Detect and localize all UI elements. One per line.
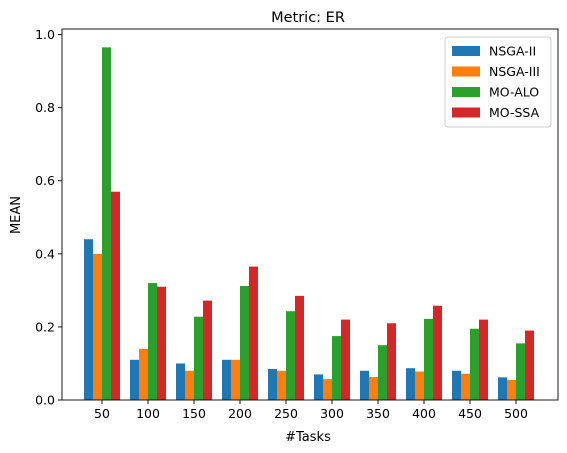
bar-mo-ssa-350: [387, 323, 396, 400]
bar-mo-ssa-100: [157, 286, 166, 400]
bar-nsga-ii-400: [406, 368, 415, 400]
x-tick-label: 500: [504, 406, 528, 421]
x-tick-label: 200: [228, 406, 252, 421]
bar-nsga-ii-200: [222, 359, 231, 400]
x-tick-label: 250: [274, 406, 298, 421]
bar-mo-ssa-250: [295, 295, 304, 400]
bar-mo-alo-250: [286, 311, 295, 400]
bar-mo-ssa-50: [111, 191, 120, 400]
y-tick-label: 0.6: [35, 173, 55, 188]
bar-nsga-ii-50: [84, 239, 93, 400]
bar-nsga-iii-200: [231, 359, 240, 400]
bar-mo-ssa-200: [249, 266, 258, 400]
legend-label-mo-ssa: MO-SSA: [489, 105, 540, 120]
bar-nsga-ii-350: [360, 370, 369, 400]
bar-mo-alo-200: [240, 285, 249, 400]
legend-swatch-mo-alo: [452, 87, 480, 97]
x-tick-label: 400: [412, 406, 436, 421]
x-tick-label: 450: [458, 406, 482, 421]
legend-label-nsga-iii: NSGA-III: [489, 64, 540, 79]
legend-label-nsga-ii: NSGA-II: [489, 44, 536, 59]
bar-nsga-iii-350: [369, 376, 378, 400]
y-axis: 0.0 0.2 0.4 0.6 0.8 1.0: [35, 27, 62, 408]
bar-nsga-iii-450: [461, 373, 470, 400]
bar-nsga-ii-250: [268, 368, 277, 400]
bar-nsga-iii-500: [507, 379, 516, 400]
bar-mo-alo-400: [424, 318, 433, 400]
legend-box: [444, 36, 552, 128]
bar-nsga-iii-150: [185, 370, 194, 400]
bar-mo-ssa-450: [479, 319, 488, 400]
legend-swatch-nsga-ii: [452, 46, 480, 56]
y-tick-label: 0.8: [35, 100, 55, 115]
x-axis-title: #Tasks: [285, 430, 331, 445]
y-tick-label: 0.2: [35, 319, 55, 334]
plot-area: 0.0 0.2 0.4 0.6 0.8 1.0 50 100 150 200 250 300 350 4…: [35, 27, 559, 421]
bar-mo-alo-150: [194, 316, 203, 400]
bar-mo-alo-450: [470, 328, 479, 400]
bar-nsga-ii-150: [176, 363, 185, 400]
x-tick-label: 300: [320, 406, 344, 421]
legend: NSGA-II NSGA-III MO-ALO MO-SSA: [444, 36, 552, 128]
bar-mo-alo-300: [332, 336, 341, 400]
bar-nsga-iii-300: [323, 379, 332, 400]
bar-mo-ssa-400: [433, 305, 442, 400]
legend-swatch-mo-ssa: [452, 107, 480, 118]
bar-mo-ssa-500: [525, 330, 534, 400]
x-tick-label: 150: [182, 406, 206, 421]
plot-frame: [61, 28, 559, 401]
bar-nsga-ii-450: [452, 370, 461, 400]
bar-mo-alo-50: [102, 47, 111, 400]
bar-nsga-ii-500: [498, 377, 507, 400]
bar-mo-alo-100: [148, 283, 157, 400]
y-tick-label: 1.0: [35, 27, 55, 42]
y-axis-title: MEAN: [9, 196, 24, 234]
bar-nsga-iii-250: [277, 370, 286, 400]
bar-nsga-iii-400: [415, 371, 424, 400]
bar-mo-alo-500: [516, 343, 525, 400]
bar-nsga-ii-100: [130, 359, 139, 400]
legend-label-mo-alo: MO-ALO: [489, 85, 539, 100]
bar-nsga-ii-300: [314, 374, 323, 400]
bar-nsga-iii-50: [93, 253, 102, 400]
x-tick-label: 350: [366, 406, 390, 421]
bar-mo-alo-350: [378, 345, 387, 400]
x-axis: 50 100 150 200 250 300 350 400 450 500: [94, 400, 528, 421]
y-tick-label: 0.4: [35, 246, 55, 261]
x-tick-label: 50: [94, 406, 110, 421]
chart-title: Metric: ER: [271, 10, 345, 26]
x-tick-label: 100: [136, 406, 160, 421]
y-tick-label: 0.0: [35, 393, 55, 408]
bar-mo-ssa-150: [203, 300, 212, 400]
bar-mo-ssa-300: [341, 319, 350, 400]
bar-nsga-iii-100: [139, 348, 148, 400]
legend-swatch-nsga-iii: [452, 66, 480, 77]
bars: [84, 47, 534, 400]
